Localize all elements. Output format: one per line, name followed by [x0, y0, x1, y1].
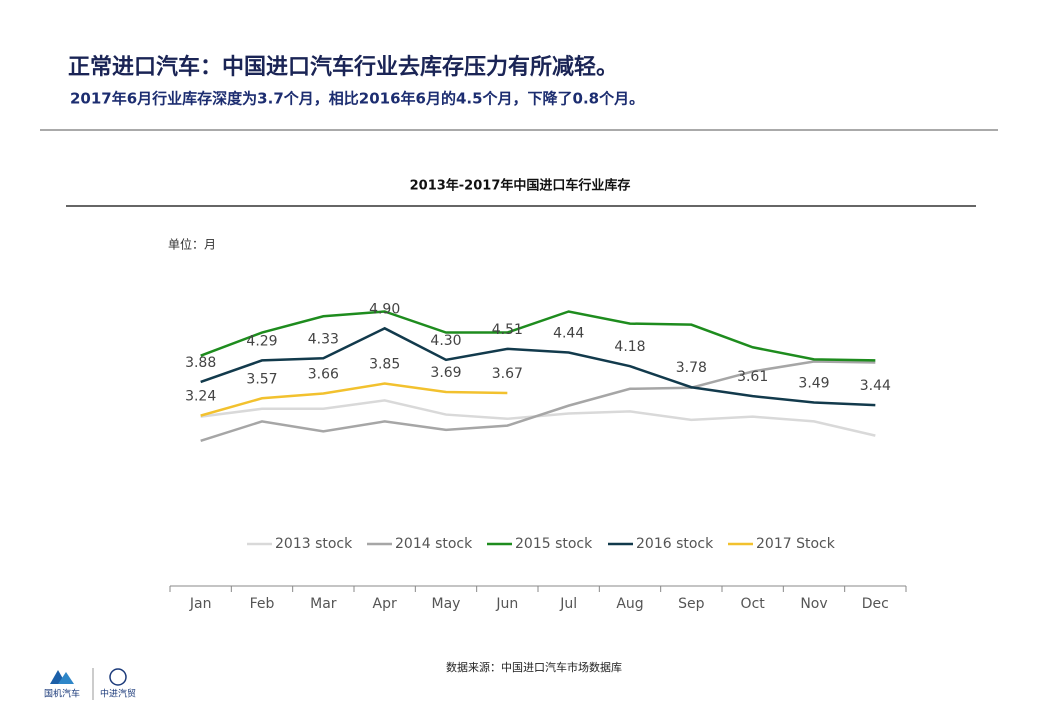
x-tick-label: Nov	[800, 596, 827, 612]
data-label: 4.33	[308, 331, 339, 347]
data-label: 4.44	[553, 326, 584, 342]
x-tick-label: May	[432, 596, 461, 612]
data-label: 3.61	[737, 369, 768, 385]
x-tick-label: Jul	[559, 596, 577, 612]
series-line	[200, 360, 876, 443]
data-label: 4.90	[369, 301, 400, 317]
chart-title: 2013年-2017年中国进口车行业库存	[410, 178, 631, 194]
logo-right-text: 中进汽贸	[100, 688, 136, 700]
data-label: 3.85	[369, 357, 400, 373]
data-label: 3.24	[185, 389, 216, 405]
x-tick-label: Jun	[495, 596, 518, 612]
data-label: 4.18	[614, 339, 645, 355]
data-label: 3.44	[860, 378, 891, 394]
logo-right-icon	[109, 668, 127, 686]
data-label: 3.88	[185, 355, 216, 371]
data-label: 3.66	[308, 367, 339, 383]
x-tick-label: Apr	[373, 596, 397, 612]
data-label: 4.30	[430, 333, 461, 349]
series-line	[200, 326, 876, 407]
x-tick-label: Dec	[862, 596, 889, 612]
data-label: 3.49	[798, 375, 829, 391]
unit-label: 单位：月	[168, 237, 216, 252]
data-label: 3.57	[246, 371, 277, 387]
x-tick-label: Feb	[250, 596, 275, 612]
logo-left-icon	[50, 670, 74, 684]
slide-title: 正常进口汽车：中国进口汽车行业去库存压力有所减轻。	[68, 54, 618, 80]
x-tick-label: Sep	[678, 596, 705, 612]
x-tick-label: Oct	[741, 596, 766, 612]
x-tick-label: Jan	[189, 596, 212, 612]
x-tick-label: Aug	[616, 596, 643, 612]
legend-label: 2013 stock	[275, 536, 353, 552]
series-line	[200, 310, 876, 362]
data-label: 3.78	[676, 360, 707, 376]
x-tick-label: Mar	[310, 596, 337, 612]
legend-label: 2017 Stock	[756, 536, 836, 552]
slide-subtitle: 2017年6月行业库存深度为3.7个月，相比2016年6月的4.5个月，下降了0…	[70, 90, 644, 108]
data-label: 4.29	[246, 333, 277, 349]
data-label: 3.67	[492, 366, 523, 382]
data-label: 3.69	[430, 365, 461, 381]
data-label: 4.51	[492, 322, 523, 338]
legend-label: 2015 stock	[515, 536, 593, 552]
legend-label: 2014 stock	[395, 536, 473, 552]
series-line	[200, 382, 508, 417]
legend-label: 2016 stock	[636, 536, 714, 552]
logo-left-text: 国机汽车	[44, 688, 80, 700]
source-note: 数据来源：中国进口汽车市场数据库	[446, 660, 622, 674]
series-line	[200, 399, 876, 437]
